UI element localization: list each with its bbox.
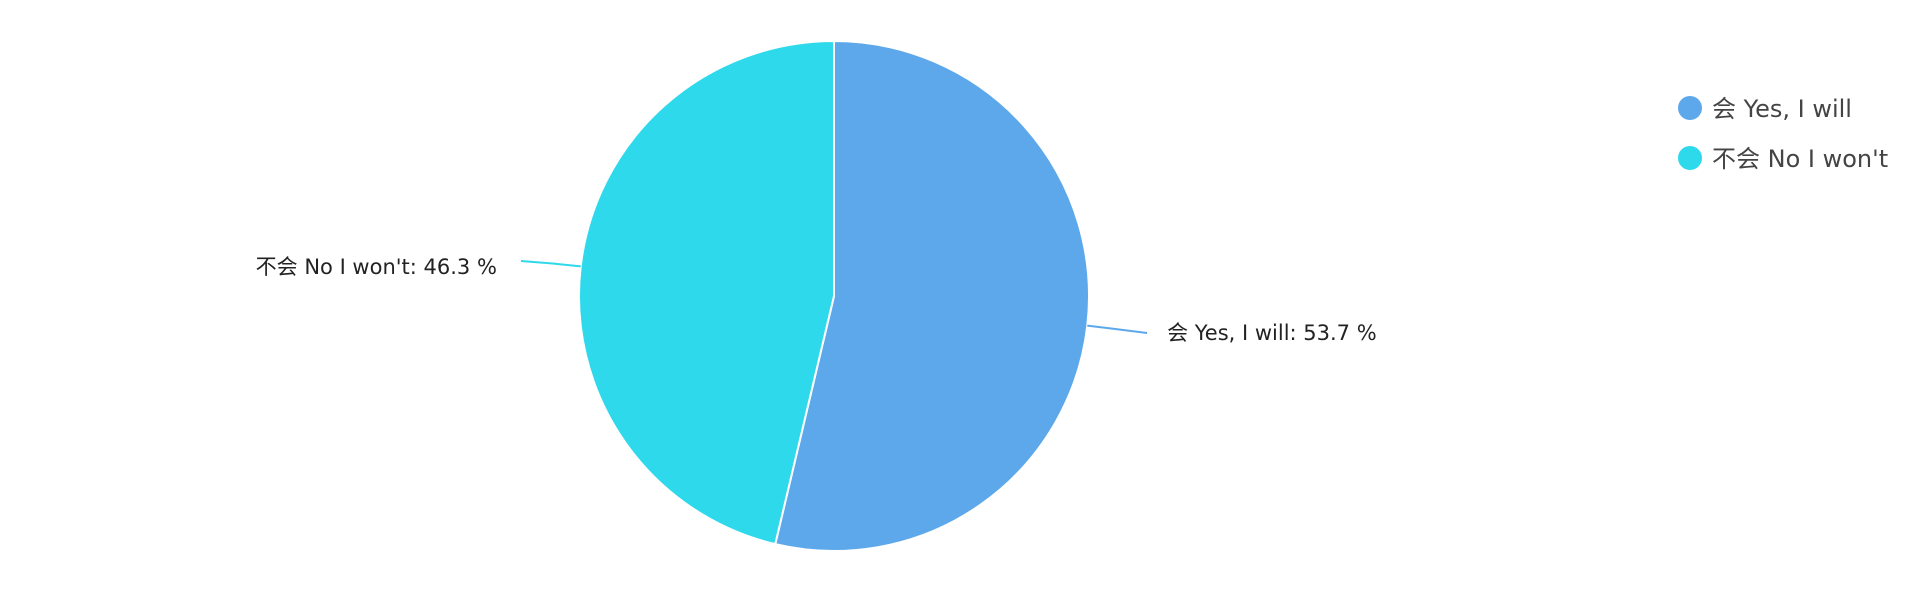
leader-lines <box>520 259 1148 335</box>
leader-line-yes <box>1087 324 1148 335</box>
legend-marker-yes[interactable] <box>1678 96 1702 120</box>
legend: 会 Yes, I will 不会 No I won't <box>1678 95 1888 173</box>
legend-marker-no[interactable] <box>1678 146 1702 170</box>
leader-line-no <box>520 259 581 268</box>
pie-slice-no[interactable] <box>578 39 835 546</box>
slice-labels: 会 Yes, I will: 53.7 % 不会 No I won't: 46.3… <box>256 255 1377 345</box>
slice-label-yes: 会 Yes, I will: 53.7 % <box>1167 321 1377 345</box>
legend-label-yes[interactable]: 会 Yes, I will <box>1712 95 1852 123</box>
pie-slices <box>578 39 1090 552</box>
legend-label-no[interactable]: 不会 No I won't <box>1712 145 1888 173</box>
pie-slice-yes[interactable] <box>774 39 1090 552</box>
slice-label-no: 不会 No I won't: 46.3 % <box>256 255 497 279</box>
